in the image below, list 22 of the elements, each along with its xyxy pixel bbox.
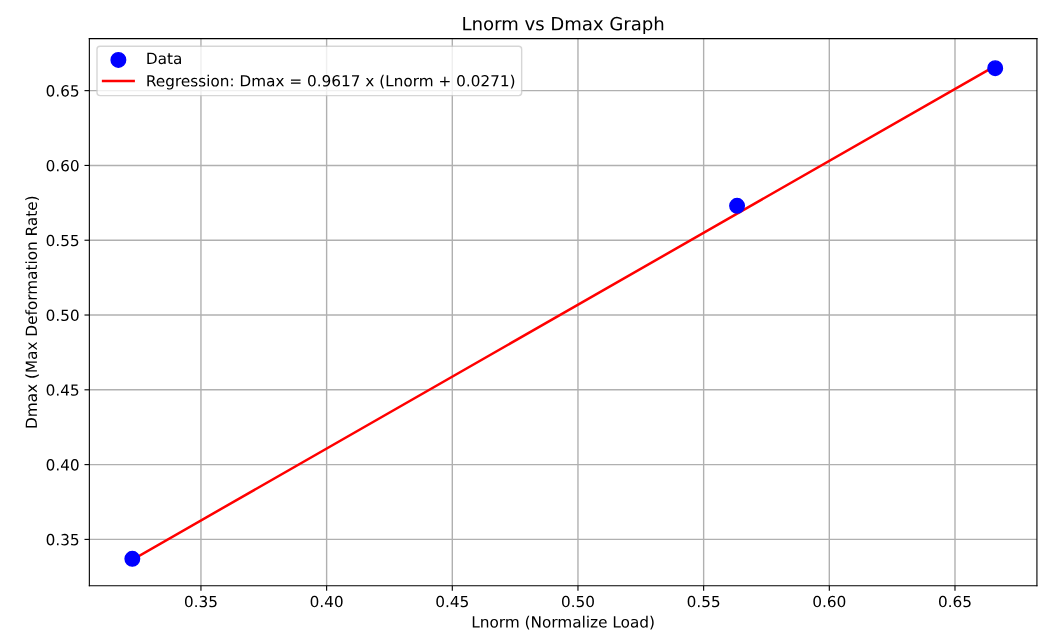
y-tick-label: 0.50 — [46, 309, 79, 322]
y-tick-label: 0.55 — [46, 234, 79, 247]
chart-title: Lnorm vs Dmax Graph — [463, 16, 664, 34]
y-tick-label: 0.35 — [46, 533, 79, 546]
y-tick-label: 0.40 — [46, 459, 79, 471]
point — [729, 197, 746, 214]
x-tick-label: 0.50 — [561, 595, 594, 608]
x-axis-title: Lnorm (Normalize Load) — [472, 615, 654, 630]
x-tick-label: 0.40 — [310, 595, 343, 608]
x-tick-label: 0.35 — [184, 595, 217, 608]
point — [124, 550, 141, 567]
point — [987, 60, 1004, 77]
x-tick-label: 0.45 — [436, 595, 468, 608]
y-tick-label: 0.45 — [46, 384, 79, 396]
y-tick-label: 0.60 — [46, 159, 79, 172]
x-tick-label: 0.65 — [938, 595, 971, 608]
legend-label: Regression: Dmax = 0.9617 x (Lnorm + 0.0271) — [147, 74, 515, 90]
legend-label: Data — [147, 52, 181, 65]
y-axis-title: Dmax (Max Deformation Rate) — [25, 196, 39, 428]
x-tick-label: 0.60 — [813, 595, 846, 608]
x-tick-label: 0.55 — [687, 595, 720, 608]
y-tick-label: 0.65 — [46, 85, 79, 97]
